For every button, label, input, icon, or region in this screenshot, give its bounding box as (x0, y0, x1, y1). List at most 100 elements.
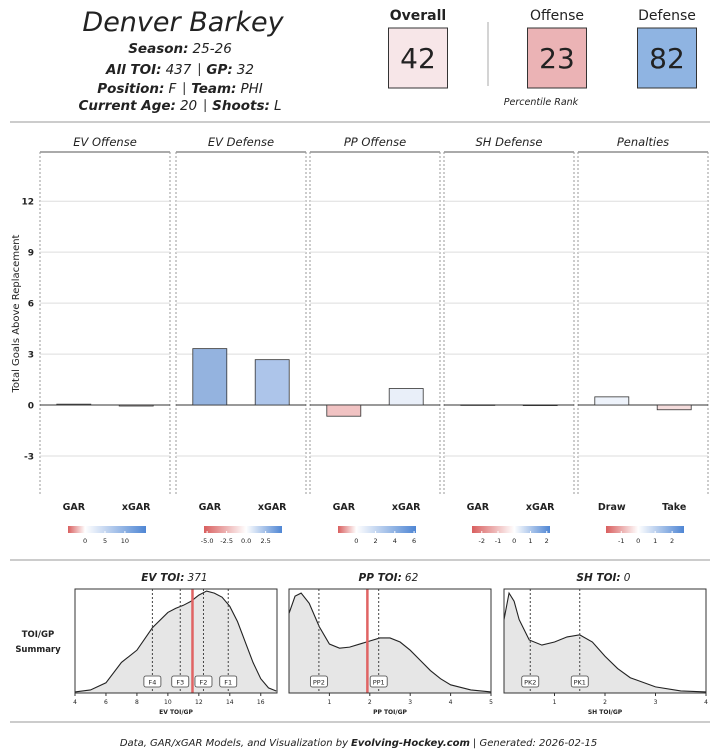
percentile-label: Offense (530, 8, 584, 24)
scale-tick-label: 0 (636, 537, 640, 545)
x-axis-title: EV TOI/GP (159, 709, 193, 716)
scale-tick-label: 0 (354, 537, 358, 545)
color-scale (338, 526, 416, 533)
bar (56, 403, 92, 406)
bar (656, 404, 692, 411)
scale-tick-label: -2.5 (220, 537, 233, 545)
x-tick-label: xGAR (122, 502, 151, 513)
x-tick-label: Draw (598, 502, 626, 513)
panel-total: 371 (188, 572, 208, 584)
density-fill (289, 593, 491, 693)
panel-title: PP Offense (344, 135, 406, 149)
x-tick-label: GAR (199, 502, 222, 513)
text-row: Current Age: 20 Shoots: L (78, 98, 281, 114)
x-tick-label: GAR (333, 502, 356, 513)
info-label: Shoots: (212, 98, 270, 114)
text-row: Position: F Team: PHI (97, 81, 263, 97)
info-value: F (168, 81, 176, 97)
reference-label-box (369, 675, 388, 688)
text-row: Season: 25-26 (128, 41, 232, 57)
scale-tick-label: 10 (121, 537, 129, 545)
scale-tick-label: 5 (103, 537, 107, 545)
panel-title: PP TOI: (359, 572, 402, 584)
bar (522, 404, 558, 407)
info-value: 20 (180, 98, 197, 114)
scale-tick-label: -2 (479, 537, 485, 545)
info-label: Team: (191, 81, 236, 97)
reference-label-box (570, 675, 589, 688)
scale-tick-label: 4 (393, 537, 397, 545)
reference-label: F1 (224, 679, 232, 687)
x-tick-label: 4 (449, 699, 453, 706)
color-scale (472, 526, 550, 533)
x-tick-label: 3 (408, 699, 412, 706)
reference-label-box (194, 675, 213, 688)
x-tick-label: 2 (603, 699, 607, 706)
footer-site: Evolving-Hockey.com (351, 738, 470, 749)
info-value: L (274, 98, 282, 114)
panel-frame (74, 588, 278, 694)
x-tick-label: xGAR (526, 502, 555, 513)
y-tick-label: 6 (28, 300, 34, 310)
reference-label: F3 (176, 679, 184, 687)
color-scale (68, 526, 146, 533)
player-name: Denver Barkey (82, 7, 284, 38)
x-tick-label: 6 (104, 699, 108, 706)
y-tick-label: 12 (21, 198, 34, 208)
density-fill (504, 593, 706, 693)
bar (594, 396, 630, 406)
scale-tick-label: 6 (412, 537, 416, 545)
text-row: EV TOI: 371 (141, 572, 207, 584)
reference-label: F2 (200, 679, 208, 687)
x-tick-label: 1 (327, 699, 331, 706)
scale-tick-label: 2.5 (260, 537, 270, 545)
info-value: 32 (237, 62, 254, 78)
reference-label-box (171, 675, 190, 688)
scale-tick-label: 0 (512, 537, 516, 545)
x-tick-label: 5 (489, 699, 493, 706)
side-label: TOI/GP (22, 630, 55, 640)
panel-title: EV TOI: (141, 572, 184, 584)
info-value: PHI (240, 81, 262, 97)
panel-title: EV Offense (73, 135, 137, 149)
x-tick-label: GAR (63, 502, 86, 513)
info-label: Position: (97, 81, 164, 97)
y-tick-label: 9 (28, 249, 34, 259)
percentile-box (527, 27, 587, 89)
reference-label-box (521, 675, 540, 688)
info-label: Season: (128, 41, 188, 57)
panel-title: SH TOI: (576, 572, 620, 584)
x-tick-label: 14 (226, 699, 234, 706)
x-axis-title: PP TOI/GP (373, 709, 407, 716)
info-value: 25-26 (193, 41, 232, 57)
bar (192, 348, 228, 406)
info-label: Current Age: (78, 98, 175, 114)
density-line (74, 590, 277, 693)
scale-tick-label: 2 (545, 537, 549, 545)
bar (326, 404, 362, 417)
text-row: PP TOI: 62 (359, 572, 419, 584)
scale-tick-label: 1 (528, 537, 532, 545)
x-axis-title: SH TOI/GP (588, 709, 623, 716)
panel-total: 0 (624, 572, 631, 584)
x-tick-label: 4 (704, 699, 708, 706)
y-tick-label: 3 (28, 351, 34, 361)
y-tick-label: 0 (28, 402, 34, 412)
x-tick-label: GAR (467, 502, 490, 513)
density-line (503, 591, 707, 693)
scale-tick-label: -1 (618, 537, 624, 545)
x-tick-label: 1 (553, 699, 557, 706)
bar (388, 388, 424, 406)
x-tick-label: Take (662, 502, 686, 513)
x-tick-label: 8 (135, 699, 139, 706)
x-tick-label: 3 (654, 699, 658, 706)
panel-frame (288, 588, 492, 694)
x-tick-label: 10 (164, 699, 172, 706)
scale-tick-label: 0 (83, 537, 87, 545)
reference-label: F4 (148, 679, 156, 687)
reference-label: PP1 (373, 679, 385, 687)
panel-title: SH Defense (475, 135, 542, 149)
percentile-box (388, 27, 448, 89)
info-label: GP: (206, 62, 232, 78)
